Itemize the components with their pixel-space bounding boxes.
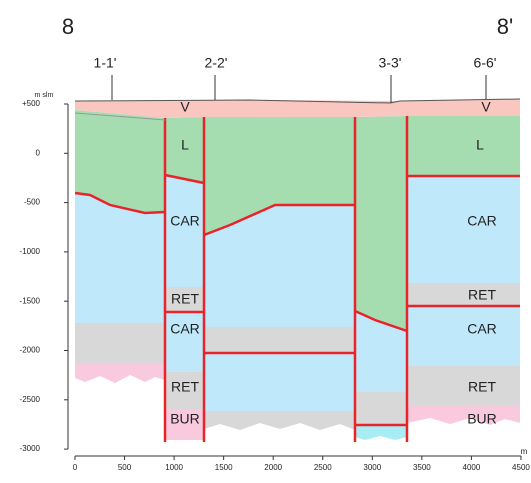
x-unit: m bbox=[521, 447, 528, 456]
y-tick-label: +500 bbox=[22, 99, 41, 108]
y-tick-label: -3000 bbox=[20, 444, 41, 453]
y-tick-label: 0 bbox=[36, 148, 41, 157]
layer-label: L bbox=[181, 137, 189, 153]
layer-label: BUR bbox=[170, 411, 200, 427]
section-markers bbox=[112, 75, 486, 103]
x-tick-label: 3500 bbox=[413, 463, 431, 472]
layer-label: V bbox=[180, 99, 190, 115]
section-label: 1-1' bbox=[94, 55, 117, 71]
x-tick-label: 3000 bbox=[363, 463, 381, 472]
layer-label: BUR bbox=[467, 411, 497, 427]
layer-label: L bbox=[476, 137, 484, 153]
y-tick-label: -1000 bbox=[20, 247, 41, 256]
x-tick-label: 4500 bbox=[512, 463, 530, 472]
layer-label: CAR bbox=[467, 321, 497, 337]
layer-label: CAR bbox=[170, 321, 200, 337]
end-label: 8 bbox=[62, 14, 74, 39]
x-tick-label: 2000 bbox=[264, 463, 282, 472]
layer-label: RET bbox=[171, 291, 199, 307]
y-unit: m slm bbox=[35, 92, 54, 99]
cross-section: 8 8' m slm m 1-1' 2-2' 3-3' 6-6' +500 0 -500 -1… bbox=[0, 0, 531, 483]
y-tick-label: -500 bbox=[24, 198, 41, 207]
section-label: 3-3' bbox=[379, 55, 402, 71]
end-label: 8' bbox=[497, 14, 513, 39]
layer-label: CAR bbox=[170, 213, 200, 229]
y-tick-label: -2000 bbox=[20, 346, 41, 355]
layers-fill bbox=[75, 99, 520, 440]
layer-label: CAR bbox=[467, 213, 497, 229]
x-tick-label: 1000 bbox=[165, 463, 183, 472]
x-tick-label: 500 bbox=[118, 463, 132, 472]
x-tick-label: 1500 bbox=[215, 463, 233, 472]
x-tick-label: 2500 bbox=[314, 463, 332, 472]
section-label: 2-2' bbox=[205, 55, 228, 71]
layer-label: RET bbox=[468, 287, 496, 303]
layer-label: RET bbox=[171, 379, 199, 395]
layer-label: V bbox=[481, 99, 491, 115]
x-tick-label: 0 bbox=[73, 463, 78, 472]
y-tick-label: -2500 bbox=[20, 395, 41, 404]
section-label: 6-6' bbox=[474, 55, 497, 71]
layer-label: RET bbox=[468, 379, 496, 395]
x-tick-label: 4000 bbox=[463, 463, 481, 472]
y-tick-label: -1500 bbox=[20, 296, 41, 305]
